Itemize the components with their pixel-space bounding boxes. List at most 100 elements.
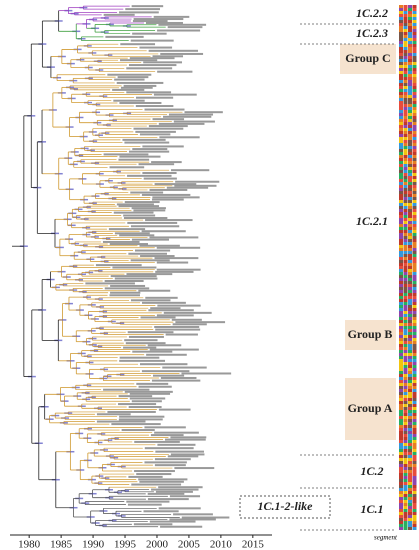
segment-cell xyxy=(399,410,403,413)
segment-cell xyxy=(408,200,412,203)
segment-cell xyxy=(412,296,417,299)
segment-cell xyxy=(399,143,403,146)
segment-cell xyxy=(412,290,417,293)
segment-cell xyxy=(399,425,403,428)
segment-cell xyxy=(399,308,403,311)
segment-cell xyxy=(399,167,403,170)
tip-label xyxy=(134,440,180,443)
segment-cell xyxy=(399,278,403,281)
segment-cell xyxy=(399,356,403,359)
segment-cell xyxy=(403,194,408,197)
segment-cell xyxy=(399,125,403,128)
segment-cell xyxy=(403,398,408,401)
tip-label xyxy=(118,418,163,421)
segment-cell xyxy=(403,299,408,302)
segment-cell xyxy=(412,437,417,440)
segment-cell xyxy=(403,98,408,101)
segment-cell xyxy=(403,278,408,281)
segment-cell xyxy=(412,212,417,215)
segment-cell xyxy=(399,149,403,152)
segment-cell xyxy=(412,503,417,506)
segment-cell xyxy=(403,320,408,323)
tip-label xyxy=(154,464,186,467)
segment-cell xyxy=(403,386,408,389)
tip-label xyxy=(150,307,181,310)
tip-label xyxy=(156,314,194,317)
segment-cell xyxy=(412,398,417,401)
tip-label xyxy=(113,211,154,214)
segment-cell xyxy=(412,323,417,326)
segment-cell xyxy=(403,491,408,494)
segment-cell xyxy=(399,428,403,431)
segment-cell xyxy=(403,464,408,467)
segment-cell xyxy=(408,380,412,383)
tip-label xyxy=(145,21,183,24)
segment-cell xyxy=(399,38,403,41)
tip-label xyxy=(136,382,169,385)
segment-cell xyxy=(408,161,412,164)
segment-cell xyxy=(412,188,417,191)
segment-cell xyxy=(408,308,412,311)
segment-cell xyxy=(403,497,408,500)
segment-cell xyxy=(408,164,412,167)
segment-cell xyxy=(399,482,403,485)
tip-label xyxy=(109,294,140,297)
tip-label xyxy=(155,490,193,493)
segment-cell xyxy=(412,68,417,71)
segment-cell xyxy=(403,155,408,158)
segment-cell xyxy=(408,509,412,512)
tip-label xyxy=(158,486,203,489)
segment-cell xyxy=(399,170,403,173)
segment-cell xyxy=(412,266,417,269)
segment-cell xyxy=(403,23,408,26)
segment-cell xyxy=(403,245,408,248)
tip-label xyxy=(118,158,150,161)
like-label: 1C.1-2-like xyxy=(258,499,314,513)
segment-cell xyxy=(412,275,417,278)
segment-cell xyxy=(412,176,417,179)
tip-label xyxy=(130,225,180,228)
tip-label xyxy=(139,133,171,136)
tip-label xyxy=(131,207,166,210)
segment-cell xyxy=(403,260,408,263)
segment-cell xyxy=(408,173,412,176)
tip-label xyxy=(110,284,146,287)
segment-cell xyxy=(403,185,408,188)
segment-cell xyxy=(403,164,408,167)
segment-cell xyxy=(408,338,412,341)
segment-cell xyxy=(403,434,408,437)
tip-label xyxy=(141,193,191,196)
segment-cell xyxy=(399,485,403,488)
tip-label xyxy=(149,236,199,239)
segment-cell xyxy=(399,197,403,200)
tip-label xyxy=(107,73,152,76)
segment-cell xyxy=(412,35,417,38)
segment-cell xyxy=(412,491,417,494)
segment-cell xyxy=(408,503,412,506)
segment-cell xyxy=(403,452,408,455)
segment-cell xyxy=(399,194,403,197)
tip-label xyxy=(136,473,172,476)
segment-cell xyxy=(412,425,417,428)
segment-cell xyxy=(408,59,412,62)
segment-cell xyxy=(412,467,417,470)
segment-cell xyxy=(403,494,408,497)
segment-cell xyxy=(399,230,403,233)
segment-cell xyxy=(403,446,408,449)
tip-label xyxy=(135,96,174,99)
segment-cell xyxy=(408,464,412,467)
tip-label xyxy=(154,458,191,461)
segment-cell xyxy=(412,293,417,296)
segment-cell xyxy=(403,65,408,68)
segment-cell xyxy=(399,434,403,437)
tip-label xyxy=(124,390,173,393)
segment-cell xyxy=(403,101,408,104)
tip-label xyxy=(157,304,201,307)
segment-cell xyxy=(403,293,408,296)
tip-label xyxy=(154,183,197,186)
segment-cell xyxy=(408,104,412,107)
segment-cell xyxy=(403,356,408,359)
tip-label xyxy=(114,277,158,280)
segment-cell xyxy=(399,176,403,179)
segment-cell xyxy=(408,395,412,398)
